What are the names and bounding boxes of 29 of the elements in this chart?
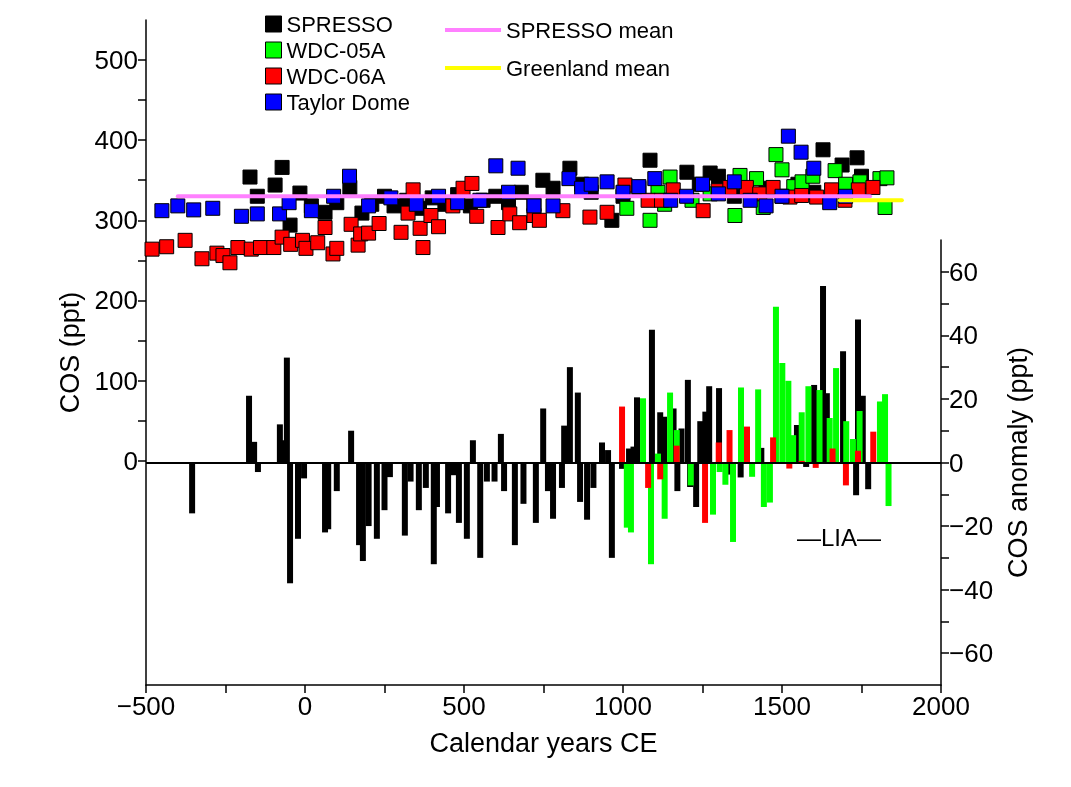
x-tick-label: 2000	[912, 691, 970, 721]
y2-tick-label: 60	[949, 256, 978, 287]
y-tick-label: 400	[94, 125, 138, 156]
y2-tick-label: −60	[949, 638, 994, 669]
legend-label: Greenland mean	[506, 55, 670, 81]
y2-tick-label: 40	[949, 320, 978, 351]
y-axis-title: COS (ppt)	[55, 291, 86, 414]
legend-label: WDC-06A	[286, 63, 386, 89]
y-tick-label: 500	[94, 45, 138, 76]
legend-label: Taylor Dome	[286, 89, 410, 115]
y2-tick-label: 0	[949, 447, 964, 478]
legend-label: SPRESSO mean	[506, 17, 674, 43]
x-axis-title: Calendar years CE	[429, 727, 658, 758]
legend-label: SPRESSO	[286, 11, 393, 37]
x-tick-label: 0	[297, 691, 313, 721]
x-tick-label: 1000	[594, 691, 652, 721]
y2-tick-label: −40	[949, 574, 994, 605]
y-tick-label: 300	[94, 205, 138, 236]
x-tick-label: 500	[442, 691, 486, 721]
y2-tick-label: 20	[949, 383, 978, 414]
x-tick-label: −500	[116, 691, 176, 721]
y2-tick-label: −20	[949, 511, 994, 542]
y-tick-label: 100	[94, 365, 138, 396]
annotation: —LIA—	[796, 523, 882, 551]
x-tick-label: 1500	[753, 691, 811, 721]
y-tick-label: 0	[123, 445, 138, 476]
y-tick-label: 200	[94, 285, 138, 316]
y2-axis-title: COS anomaly (ppt)	[1002, 346, 1033, 579]
legend-label: WDC-05A	[286, 37, 386, 63]
